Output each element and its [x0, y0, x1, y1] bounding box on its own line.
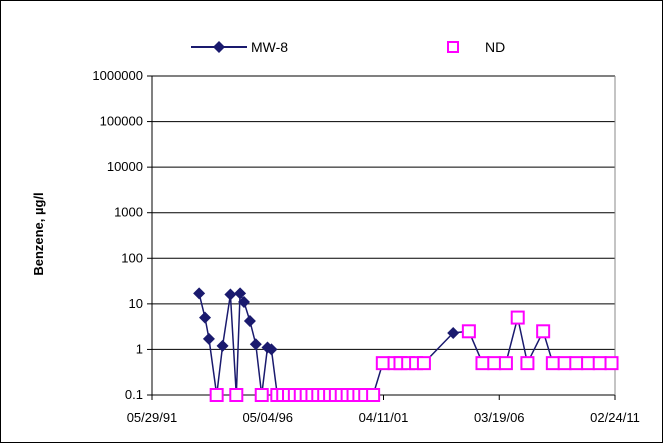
data-point-diamond — [249, 338, 262, 351]
nd-marker — [254, 388, 269, 402]
nd-marker — [229, 388, 244, 402]
x-tick-label: 02/24/11 — [590, 410, 640, 425]
y-tick-label: 1000000 — [92, 68, 143, 83]
x-tick-label: 04/11/01 — [359, 410, 409, 425]
legend: MW-8 ND — [191, 39, 505, 55]
nd-marker — [487, 356, 502, 371]
nd-marker — [604, 356, 619, 371]
y-tick-label: 10 — [129, 296, 143, 311]
data-markers — [193, 287, 619, 402]
data-point-diamond — [202, 332, 215, 345]
nd-marker — [581, 356, 596, 371]
axes — [147, 75, 616, 400]
nd-marker — [375, 356, 390, 371]
legend-diamond-icon — [213, 41, 225, 53]
nd-marker — [510, 310, 525, 325]
y-tick-labels: 0.1 1 10 100 1000 10000 100000 1000000 — [92, 68, 143, 402]
nd-marker — [557, 356, 572, 371]
y-axis-title: Benzene, µg/l — [31, 192, 46, 275]
y-tick-label: 100000 — [100, 114, 143, 129]
nd-marker — [366, 388, 381, 402]
data-point-diamond — [193, 287, 206, 300]
data-point-diamond — [447, 326, 460, 339]
nd-marker — [545, 356, 560, 371]
data-point-diamond — [199, 311, 212, 324]
nd-marker — [209, 388, 224, 402]
data-point-diamond — [265, 343, 278, 356]
y-tick-label: 1000 — [114, 205, 143, 220]
x-tick-label: 05/29/91 — [127, 410, 178, 425]
nd-marker — [592, 356, 607, 371]
legend-label-mw8: MW-8 — [251, 39, 288, 55]
y-tick-label: 1 — [136, 341, 143, 356]
nd-marker — [536, 324, 551, 339]
y-tick-label: 10000 — [107, 159, 143, 174]
nd-marker — [569, 356, 584, 371]
legend-nd-square-icon — [447, 41, 459, 53]
nd-marker — [498, 356, 513, 371]
y-tick-label: 0.1 — [125, 387, 143, 402]
legend-label-nd: ND — [485, 39, 505, 55]
nd-marker — [475, 356, 490, 371]
data-point-diamond — [216, 339, 229, 352]
data-point-diamond — [234, 287, 247, 300]
nd-marker — [520, 356, 535, 371]
nd-marker — [416, 356, 431, 371]
data-point-diamond — [243, 315, 256, 328]
nd-marker — [461, 324, 476, 339]
y-tick-label: 100 — [121, 250, 143, 265]
x-tick-label: 03/19/06 — [474, 410, 525, 425]
data-point-diamond — [224, 288, 237, 301]
data-point-diamond — [238, 295, 251, 308]
x-tick-labels: 05/29/91 05/04/96 04/11/01 03/19/06 02/24/11 — [127, 410, 640, 425]
x-tick-label: 05/04/96 — [242, 410, 293, 425]
